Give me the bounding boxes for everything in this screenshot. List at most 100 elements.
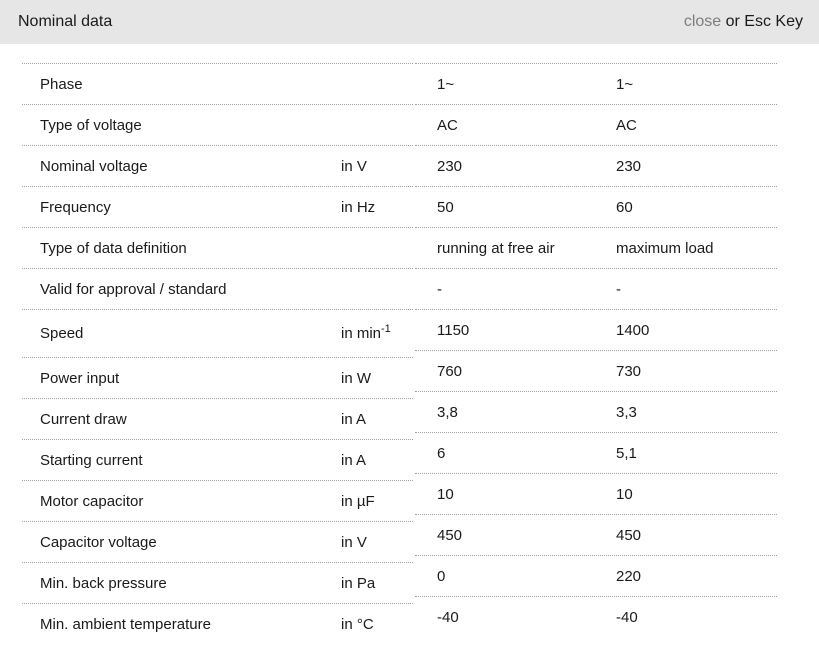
value-col-1: 0 (437, 567, 446, 585)
table-row-left: Motor capacitor in µF (22, 480, 413, 521)
unit-text: in min (341, 325, 382, 342)
table-row-left: Capacitor voltage in V (22, 521, 413, 562)
row-label: Frequency (40, 198, 111, 216)
values-column-group: 1~ 1~ AC AC 230 230 50 60 running at free air max… (415, 63, 777, 637)
table-row-left: Speed in min-1 (22, 309, 413, 357)
value-col-1: running at free air (437, 239, 555, 257)
value-col-2: maximum load (616, 239, 714, 257)
esc-key-hint: or Esc Key (721, 13, 803, 30)
value-col-2: 730 (616, 362, 642, 380)
table-row-left: Frequency in Hz (22, 186, 413, 227)
row-label: Min. back pressure (40, 574, 167, 592)
row-unit: in °C (341, 616, 413, 633)
unit-superscript: -1 (381, 323, 391, 335)
value-col-2: 1400 (616, 321, 650, 339)
table-row-values: -40 -40 (415, 596, 777, 637)
unit-text: in µF (341, 492, 375, 510)
table-row-left: Nominal voltage in V (22, 145, 413, 186)
table-row-left: Valid for approval / standard (22, 268, 413, 309)
row-label: Type of voltage (40, 116, 142, 134)
table-row-values: 3,8 3,3 (415, 391, 777, 432)
table-row-left: Current draw in A (22, 398, 413, 439)
value-col-1: 450 (437, 526, 463, 544)
row-unit: in Hz (341, 199, 413, 216)
value-col-2: 5,1 (616, 444, 637, 462)
dialog-header: Nominal data close or Esc Key (0, 0, 819, 44)
unit-text: in Pa (341, 574, 376, 592)
value-col-2: 450 (616, 526, 642, 544)
value-col-1: 3,8 (437, 403, 458, 421)
row-label: Motor capacitor (40, 492, 144, 510)
table-row-values: running at free air maximum load (415, 227, 777, 268)
value-col-1: AC (437, 116, 458, 134)
table-row-values: 1~ 1~ (415, 63, 777, 104)
row-unit: in A (341, 411, 413, 428)
close-hint: close or Esc Key (684, 13, 803, 31)
value-col-2: - (616, 280, 621, 298)
table-row-values: 10 10 (415, 473, 777, 514)
value-col-1: 10 (437, 485, 454, 503)
row-label: Starting current (40, 451, 143, 469)
row-label: Speed (40, 325, 84, 342)
row-unit: in V (341, 534, 413, 551)
table-row-values: 760 730 (415, 350, 777, 391)
table-row-left: Starting current in A (22, 439, 413, 480)
nominal-data-table: Phase Type of voltage Nominal voltage in V F… (22, 63, 819, 644)
unit-text: in V (341, 533, 367, 551)
row-label: Current draw (40, 410, 127, 428)
table-row-left: Power input in W (22, 357, 413, 398)
row-unit: in min-1 (341, 323, 413, 343)
table-row-values: -- (415, 268, 777, 309)
table-row-values: AC AC (415, 104, 777, 145)
value-col-1: -40 (437, 608, 459, 626)
value-col-2: 60 (616, 198, 633, 216)
value-col-1: 760 (437, 362, 463, 380)
row-label: Min. ambient temperature (40, 615, 211, 633)
row-label: Power input (40, 369, 120, 387)
table-row-values: 6 5,1 (415, 432, 777, 473)
value-col-2: 10 (616, 485, 633, 503)
value-col-2: 220 (616, 567, 642, 585)
value-col-2: AC (616, 116, 637, 134)
value-col-2: 3,3 (616, 403, 637, 421)
row-label: Phase (40, 75, 83, 93)
value-col-1: 1150 (437, 321, 470, 339)
label-unit-column-group: Phase Type of voltage Nominal voltage in V F… (22, 63, 413, 644)
value-col-2: 230 (616, 157, 642, 175)
table-row-values: 0 220 (415, 555, 777, 596)
value-col-2: 1~ (616, 75, 634, 93)
unit-text: in °C (341, 615, 374, 633)
table-row-values: 1150 1400 (415, 309, 777, 350)
close-button[interactable]: close (683, 13, 722, 30)
table-row-values: 230 230 (415, 145, 777, 186)
unit-text: in W (341, 369, 371, 387)
value-col-2: -40 (616, 608, 638, 626)
table-row-values: 450 450 (415, 514, 777, 555)
row-label: Valid for approval / standard (40, 280, 227, 298)
table-row-left: Min. back pressure in Pa (22, 562, 413, 603)
unit-text: in Hz (341, 198, 376, 216)
table-row-left: Type of voltage (22, 104, 413, 145)
value-col-1: 230 (437, 157, 463, 175)
row-unit: in Pa (341, 575, 413, 592)
table-row-left: Phase (22, 63, 413, 104)
table-row-left: Min. ambient temperature in °C (22, 603, 413, 644)
row-unit: in A (341, 452, 413, 469)
value-col-1: 50 (437, 198, 454, 216)
row-unit: in W (341, 370, 413, 387)
value-col-1: 1~ (437, 75, 455, 93)
row-label: Capacitor voltage (40, 533, 157, 551)
value-col-1: - (437, 280, 442, 298)
unit-text: in A (341, 410, 367, 428)
dialog-title: Nominal data (18, 13, 113, 30)
table-row-left: Type of data definition (22, 227, 413, 268)
row-label: Type of data definition (40, 239, 187, 257)
row-unit: in µF (341, 493, 413, 510)
row-label: Nominal voltage (40, 157, 148, 175)
table-row-values: 50 60 (415, 186, 777, 227)
value-col-1: 6 (437, 444, 446, 462)
unit-text: in A (341, 451, 367, 469)
unit-text: in V (341, 157, 367, 175)
row-unit: in V (341, 158, 413, 175)
